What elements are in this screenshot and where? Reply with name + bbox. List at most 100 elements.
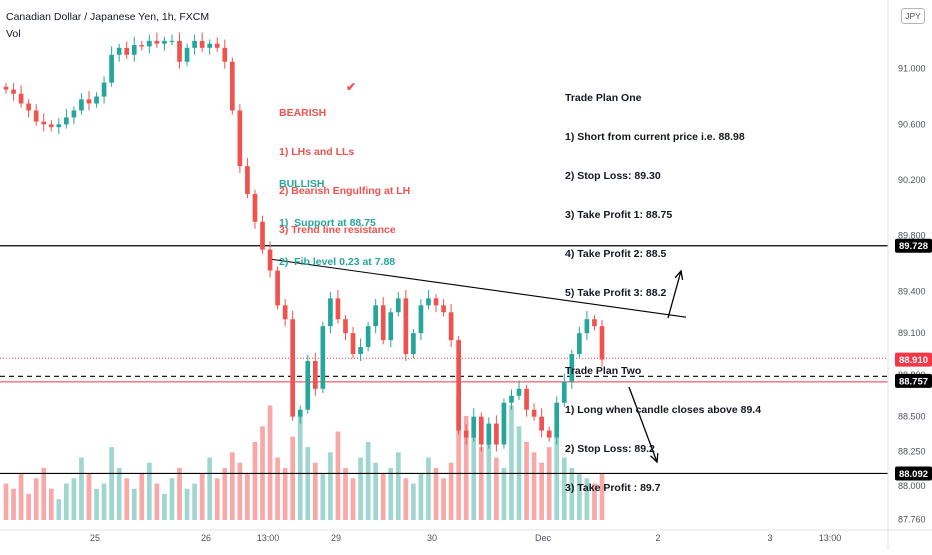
volume-bar	[478, 447, 484, 520]
currency-badge[interactable]: JPY	[901, 8, 925, 24]
candle-body	[335, 298, 341, 320]
candle-body	[222, 47, 228, 62]
candle-body	[109, 54, 114, 83]
volume-bar	[184, 488, 190, 520]
candle-body	[252, 193, 258, 222]
price-label: 89.728	[899, 241, 928, 252]
volume-bar	[577, 473, 582, 520]
candle-body	[229, 61, 235, 111]
volume-bar	[26, 493, 31, 520]
volume-bar	[433, 467, 439, 520]
candle-body	[207, 43, 213, 48]
candle-body	[426, 298, 431, 306]
x-tick-label: Dec	[535, 533, 552, 543]
volume-bar	[546, 447, 552, 520]
x-tick-label: 29	[331, 533, 341, 543]
candle-body	[509, 395, 514, 403]
volume-bar	[426, 457, 431, 520]
check-icon: ✔	[346, 80, 357, 94]
candle-body	[41, 121, 47, 125]
candle-body	[282, 305, 288, 320]
volume-bar	[335, 431, 341, 520]
volume-bar	[411, 483, 416, 520]
volume-bar	[584, 478, 590, 520]
candle-body	[380, 305, 386, 341]
volume-bar	[245, 473, 250, 520]
candle-body	[592, 319, 597, 327]
candle-body	[501, 402, 507, 445]
plan-two-title: Trade Plan Two	[565, 365, 642, 377]
candle-body	[199, 40, 205, 48]
candle-body	[524, 388, 529, 410]
volume-bar	[494, 457, 499, 520]
volume-bar	[380, 473, 386, 520]
volume-bar	[297, 415, 303, 520]
candle-body	[388, 312, 394, 341]
volume-bar	[320, 473, 326, 520]
candle-body	[584, 319, 590, 334]
price-label-box	[895, 466, 932, 481]
candle-body	[290, 319, 296, 417]
volume-bar	[509, 405, 514, 520]
plan-one-item: 2) Stop Loss: 89.30	[565, 170, 661, 182]
volume-bar	[290, 436, 296, 520]
candle-body	[64, 117, 69, 125]
volume-bar	[471, 436, 477, 520]
candle-body	[147, 40, 152, 47]
candle-body	[403, 298, 409, 355]
x-tick-label: 3	[767, 533, 772, 543]
plan-two-item: 2) Stop Loss: 89.2	[565, 443, 655, 455]
volume-bar	[403, 478, 409, 520]
y-tick-label: 87.760	[898, 515, 926, 525]
candle-body	[411, 333, 416, 355]
candle-body	[56, 124, 62, 128]
plan-one-title: Trade Plan One	[565, 92, 642, 104]
candle-body	[554, 402, 560, 438]
volume-bar	[94, 488, 99, 520]
volume-bar	[599, 473, 605, 520]
volume-bar	[395, 452, 401, 520]
x-tick-label: 2	[655, 533, 660, 543]
candle-body	[328, 298, 333, 327]
volume-bar	[373, 462, 379, 520]
candle-body	[305, 360, 311, 410]
bearish-item: 3) Trend line resistance	[279, 224, 396, 236]
bullish-item: 1) Support at 88.75	[279, 217, 376, 229]
candle-body	[561, 381, 567, 403]
bullish-note: BULLISH 1) Support at 88.75 2) Fib level…	[279, 152, 395, 282]
x-tick-label: 13:00	[819, 533, 842, 543]
candle-body	[373, 305, 379, 327]
y-tick-label: 90.200	[898, 175, 926, 185]
price-label: 88.910	[899, 355, 928, 366]
candle-body	[94, 96, 99, 104]
x-tick-label: 30	[427, 533, 437, 543]
candle-body	[531, 409, 537, 417]
volume-bar	[569, 467, 575, 520]
volume-bar	[222, 467, 228, 520]
volume-bar	[561, 457, 567, 520]
volume-bar	[199, 473, 205, 520]
plan-two-item: 1) Long when candle closes above 89.4	[565, 404, 762, 416]
volume-bar	[343, 467, 348, 520]
volume-bar	[192, 483, 197, 520]
bearish-item: 2) Bearish Engulfing at LH	[279, 185, 411, 197]
volume-layer	[3, 395, 605, 520]
volume-bar	[124, 478, 130, 520]
candle-body	[124, 47, 130, 55]
candle-body	[3, 86, 9, 90]
candle-body	[86, 99, 92, 104]
candle-body	[312, 360, 318, 389]
candle-body	[11, 89, 16, 94]
bullish-item: 2) Fib level 0.23 at 7.88	[279, 256, 396, 268]
plan-one-item: 3) Take Profit 1: 88.75	[565, 209, 673, 221]
candle-body	[358, 347, 363, 355]
candle-body	[343, 319, 348, 334]
volume-bar	[33, 478, 39, 520]
volume-bar	[328, 452, 333, 520]
candle-body	[539, 416, 544, 431]
candle-body	[154, 40, 160, 44]
symbol-title[interactable]: Canadian Dollar / Japanese Yen, 1h, FXCM	[6, 11, 210, 23]
